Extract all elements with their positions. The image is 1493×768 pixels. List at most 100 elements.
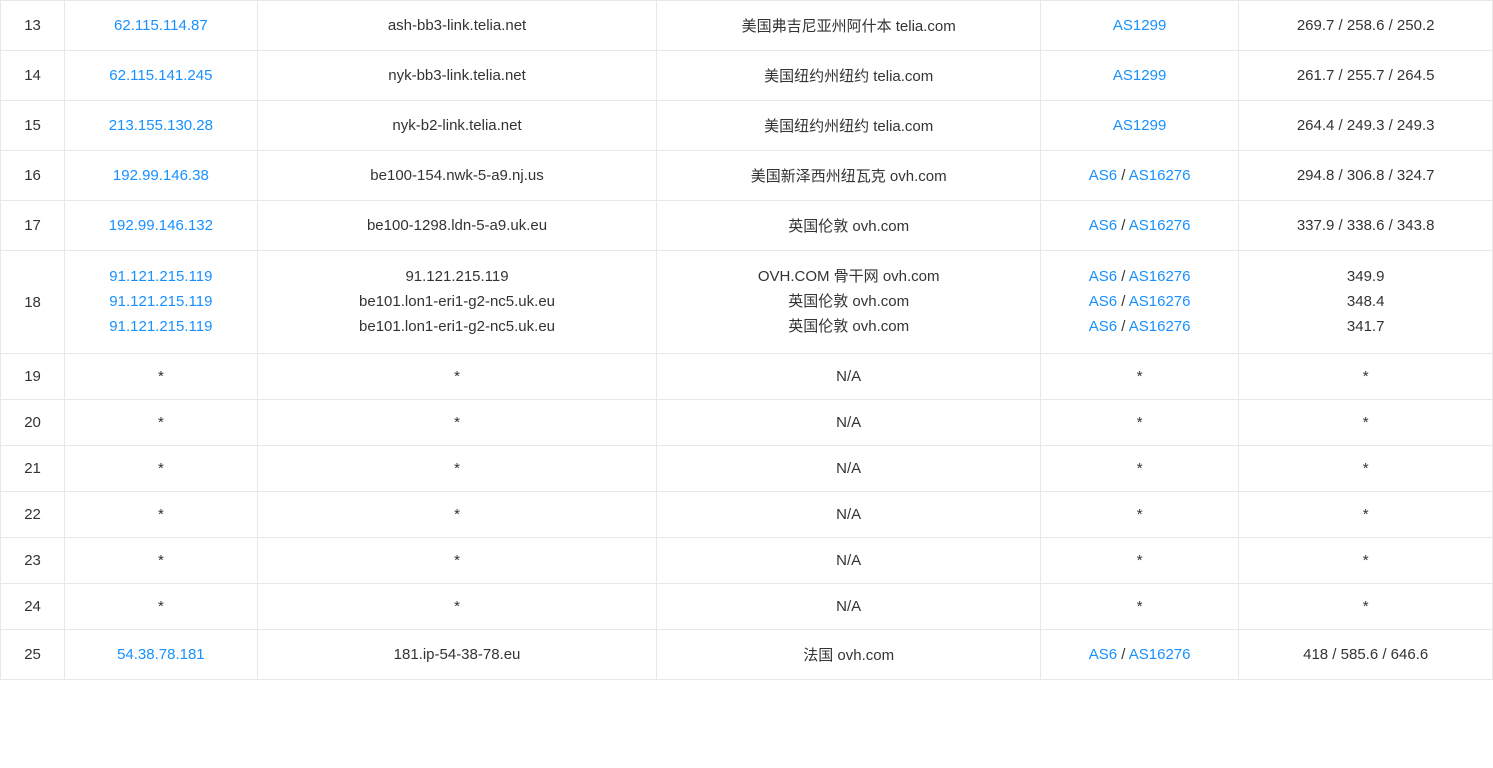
latency-cell: 418 / 585.6 / 646.6 — [1239, 630, 1493, 680]
asn-cell: AS6 / AS16276 — [1040, 151, 1238, 201]
table-row: 23**N/A** — [1, 538, 1493, 584]
asn-link[interactable]: AS16276 — [1129, 318, 1191, 335]
ip-cell: 213.155.130.28 — [65, 101, 257, 151]
ip-cell: * — [65, 354, 257, 400]
table-row: 24**N/A** — [1, 584, 1493, 630]
ip-cell: 192.99.146.38 — [65, 151, 257, 201]
asn-link[interactable]: AS6 — [1089, 646, 1117, 663]
ip-link[interactable]: 91.121.215.119 — [109, 318, 212, 335]
host-text: 181.ip-54-38-78.eu — [394, 646, 521, 663]
ip-cell: * — [65, 584, 257, 630]
location-text: 英国伦敦 ovh.com — [788, 218, 909, 235]
host-text: 91.121.215.119 — [405, 268, 508, 285]
asn-link[interactable]: AS6 — [1089, 167, 1117, 184]
ip-link[interactable]: 91.121.215.119 — [109, 268, 212, 285]
hop-number: 23 — [1, 538, 65, 584]
hop-number: 21 — [1, 446, 65, 492]
latency-cell: 349.9348.4341.7 — [1239, 251, 1493, 354]
hop-number: 24 — [1, 584, 65, 630]
location-text: 英国伦敦 ovh.com — [788, 318, 909, 335]
location-cell: N/A — [657, 492, 1040, 538]
ip-link[interactable]: 192.99.146.38 — [113, 167, 209, 184]
latency-cell: 269.7 / 258.6 / 250.2 — [1239, 1, 1493, 51]
asn-cell: * — [1040, 584, 1238, 630]
location-text: 美国纽约州纽约 telia.com — [764, 68, 933, 85]
asn-link[interactable]: AS1299 — [1113, 67, 1166, 84]
hop-number: 19 — [1, 354, 65, 400]
asn-link[interactable]: AS6 — [1089, 293, 1117, 310]
table-row: 17 192.99.146.132 be100-1298.ldn-5-a9.uk.e… — [1, 201, 1493, 251]
asn-link[interactable]: AS16276 — [1129, 217, 1191, 234]
ip-link[interactable]: 62.115.141.245 — [109, 67, 212, 84]
host-cell: ash-bb3-link.telia.net — [257, 1, 657, 51]
latency-cell: * — [1239, 400, 1493, 446]
asn-link[interactable]: AS16276 — [1129, 167, 1191, 184]
asn-link[interactable]: AS6 — [1089, 318, 1117, 335]
location-text: 美国纽约州纽约 telia.com — [764, 118, 933, 135]
host-cell: * — [257, 492, 657, 538]
host-cell: be100-1298.ldn-5-a9.uk.eu — [257, 201, 657, 251]
asn-link[interactable]: AS16276 — [1129, 646, 1191, 663]
asn-cell: AS1299 — [1040, 101, 1238, 151]
asn-separator: / — [1117, 293, 1129, 310]
asn-link[interactable]: AS16276 — [1129, 268, 1191, 285]
asn-cell: * — [1040, 354, 1238, 400]
ip-link[interactable]: 54.38.78.181 — [117, 646, 205, 663]
host-cell: be100-154.nwk-5-a9.nj.us — [257, 151, 657, 201]
asn-cell: * — [1040, 538, 1238, 584]
asn-link[interactable]: AS1299 — [1113, 17, 1166, 34]
latency-cell: 294.8 / 306.8 / 324.7 — [1239, 151, 1493, 201]
latency-cell: * — [1239, 492, 1493, 538]
asn-link[interactable]: AS1299 — [1113, 117, 1166, 134]
table-row: 16192.99.146.38be100-154.nwk-5-a9.nj.us美… — [1, 151, 1493, 201]
table-row: 20**N/A** — [1, 400, 1493, 446]
host-text: be100-1298.ldn-5-a9.uk.eu — [367, 217, 547, 234]
location-cell: 法国 ovh.com — [657, 630, 1040, 680]
hop-number: 25 — [1, 630, 65, 680]
asn-cell: AS1299 — [1040, 1, 1238, 51]
latency-cell: * — [1239, 446, 1493, 492]
hop-number: 17 — [1, 201, 65, 251]
ip-cell: * — [65, 492, 257, 538]
location-cell: N/A — [657, 354, 1040, 400]
ip-link[interactable]: 62.115.114.87 — [114, 17, 208, 34]
ip-cell: * — [65, 538, 257, 584]
host-cell: 91.121.215.119 be101.lon1-eri1-g2-nc5.uk.… — [257, 251, 657, 354]
location-cell: N/A — [657, 446, 1040, 492]
hop-number: 20 — [1, 400, 65, 446]
location-cell: 美国弗吉尼亚州阿什本 telia.com — [657, 1, 1040, 51]
location-cell: OVH.COM 骨干网 ovh.com英国伦敦 ovh.com英国伦敦 ovh.… — [657, 251, 1040, 354]
asn-separator: / — [1117, 646, 1129, 663]
latency-text: 264.4 / 249.3 / 249.3 — [1297, 117, 1435, 134]
asn-cell: AS6 / AS16276 — [1040, 201, 1238, 251]
host-cell: * — [257, 400, 657, 446]
ip-link[interactable]: 192.99.146.132 — [109, 217, 213, 234]
latency-cell: * — [1239, 584, 1493, 630]
asn-cell: * — [1040, 446, 1238, 492]
location-cell: N/A — [657, 400, 1040, 446]
asn-cell: AS6 / AS16276AS6 / AS16276AS6 / AS16276 — [1040, 251, 1238, 354]
traceroute-table: 1362.115.114.87ash-bb3-link.telia.net美国弗… — [0, 0, 1493, 680]
location-text: 法国 ovh.com — [803, 647, 894, 664]
hop-number: 15 — [1, 101, 65, 151]
table-row: 22**N/A** — [1, 492, 1493, 538]
latency-text: 418 / 585.6 / 646.6 — [1303, 646, 1428, 663]
asn-cell: AS6 / AS16276 — [1040, 630, 1238, 680]
asn-separator: / — [1117, 217, 1129, 234]
table-row: 25 54.38.78.181 181.ip-54-38-78.eu 法国 ovh.c… — [1, 630, 1493, 680]
ip-link[interactable]: 213.155.130.28 — [109, 117, 213, 134]
location-cell: 英国伦敦 ovh.com — [657, 201, 1040, 251]
table-row: 15 213.155.130.28 nyk-b2-link.telia.net 美国纽… — [1, 101, 1493, 151]
table-row: 1891.121.215.11991.121.215.11991.121.215… — [1, 251, 1493, 354]
asn-link[interactable]: AS16276 — [1129, 293, 1191, 310]
ip-link[interactable]: 91.121.215.119 — [109, 293, 212, 310]
host-text: be101.lon1-eri1-g2-nc5.uk.eu — [359, 293, 555, 310]
host-text: nyk-bb3-link.telia.net — [388, 67, 526, 84]
ip-cell: * — [65, 446, 257, 492]
host-cell: nyk-bb3-link.telia.net — [257, 51, 657, 101]
host-cell: nyk-b2-link.telia.net — [257, 101, 657, 151]
asn-link[interactable]: AS6 — [1089, 217, 1117, 234]
location-text: OVH.COM 骨干网 ovh.com — [758, 268, 940, 285]
asn-link[interactable]: AS6 — [1089, 268, 1117, 285]
latency-text: 349.9 — [1347, 268, 1385, 285]
